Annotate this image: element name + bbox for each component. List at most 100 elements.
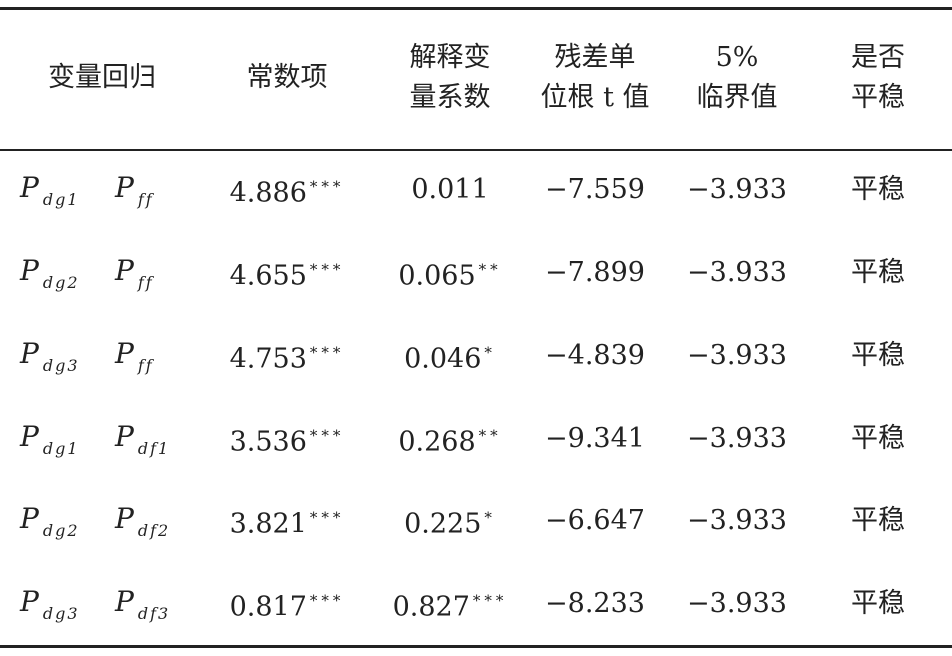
residual-t-cell: −8.233 <box>545 588 645 619</box>
variable-base: P <box>115 502 134 535</box>
stationary-cell: 平稳 <box>851 423 905 454</box>
constant-value: 3.821 <box>229 508 307 540</box>
stationary-cell: 平稳 <box>851 588 905 619</box>
constant-value: 0.817 <box>229 591 307 623</box>
coefficient-value: 0.827 <box>392 591 470 623</box>
variable-subscript: df2 <box>137 521 171 540</box>
significance-stars: * <box>484 508 496 527</box>
constant-cell: 0.817 *** <box>230 581 345 628</box>
variable-base: P <box>115 420 134 453</box>
significance-stars: * <box>484 343 496 362</box>
variable-subscript: df3 <box>137 604 171 623</box>
constant-value: 3.536 <box>229 426 307 458</box>
stationary-cell: 平稳 <box>851 174 905 205</box>
stationary-cell: 平稳 <box>851 340 905 371</box>
coefficient-value: 0.065 <box>398 260 476 292</box>
stationary-cell: 平稳 <box>851 505 905 536</box>
header-cell: 残差单位根 t 值 <box>540 38 649 118</box>
variable-subscript: dg2 <box>42 521 80 540</box>
header-line: 常数项 <box>246 62 328 93</box>
top-rule <box>0 7 952 10</box>
variable-base: P <box>115 585 134 618</box>
variable-subscript: dg2 <box>42 273 80 292</box>
header-line: 平稳 <box>851 82 905 113</box>
coefficient-cell: 0.046 * <box>404 333 496 380</box>
header-line: 5% <box>715 42 759 73</box>
header-line: 临界值 <box>696 82 778 113</box>
variable-base: P <box>20 337 39 370</box>
critical-cell: −3.933 <box>687 588 787 619</box>
header-line: 位根 t 值 <box>540 82 650 113</box>
significance-stars: ** <box>478 260 502 279</box>
variable-subscript: df1 <box>137 439 171 458</box>
header-cell: 常数项 <box>247 58 328 98</box>
significance-stars: *** <box>309 508 345 527</box>
constant-cell: 4.655 *** <box>230 250 345 297</box>
header-cell: 变量回归 <box>48 58 156 98</box>
header-line: 变量回归 <box>48 62 156 93</box>
constant-value: 4.753 <box>229 343 307 375</box>
constant-cell: 4.753 *** <box>230 333 345 380</box>
variable-base: P <box>115 171 134 204</box>
critical-cell: −3.933 <box>687 505 787 536</box>
residual-t-cell: −7.899 <box>545 257 645 288</box>
critical-cell: −3.933 <box>687 423 787 454</box>
significance-stars: *** <box>309 343 345 362</box>
residual-t-cell: −7.559 <box>545 174 645 205</box>
residual-t-cell: −9.341 <box>545 423 645 454</box>
critical-cell: −3.933 <box>687 340 787 371</box>
constant-cell: 3.821 *** <box>230 498 345 545</box>
header-cell: 5% 临界值 <box>697 38 778 118</box>
variable-subscript: dg3 <box>42 604 80 623</box>
variable-base: P <box>20 254 39 287</box>
variable-base: P <box>115 254 134 287</box>
coefficient-value: 0.011 <box>411 174 489 205</box>
variable-base: P <box>115 337 134 370</box>
significance-stars: ** <box>478 426 502 445</box>
coefficient-cell: 0.011 <box>411 170 488 210</box>
constant-cell: 3.536 *** <box>230 416 345 463</box>
coefficient-cell: 0.225 * <box>404 498 496 545</box>
header-line: 解释变 <box>409 42 491 73</box>
header-line: 残差单 <box>554 42 636 73</box>
coefficient-cell: 0.268 ** <box>398 416 501 463</box>
critical-cell: −3.933 <box>687 174 787 205</box>
constant-value: 4.886 <box>229 177 307 209</box>
variable-base: P <box>20 502 39 535</box>
coefficient-value: 0.225 <box>404 508 482 540</box>
variable-base: P <box>20 420 39 453</box>
variable-subscript: ff <box>137 190 154 209</box>
variable-base: P <box>20 171 39 204</box>
header-cell: 是否 平稳 <box>851 38 905 118</box>
variable-subscript: dg1 <box>42 190 80 209</box>
header-line: 量系数 <box>409 82 491 113</box>
coefficient-cell: 0.827 *** <box>393 581 508 628</box>
constant-cell: 4.886 *** <box>230 167 345 214</box>
variable-subscript: ff <box>137 273 154 292</box>
bottom-rule <box>0 645 952 648</box>
significance-stars: *** <box>309 426 345 445</box>
significance-stars: *** <box>309 260 345 279</box>
residual-t-cell: −6.647 <box>545 505 645 536</box>
variable-subscript: dg3 <box>42 356 80 375</box>
significance-stars: *** <box>472 591 508 610</box>
header-line: 是否 <box>851 42 905 73</box>
header-rule <box>0 149 952 151</box>
stationary-cell: 平稳 <box>851 257 905 288</box>
header-cell: 解释变 量系数 <box>410 38 491 118</box>
critical-cell: −3.933 <box>687 257 787 288</box>
coefficient-value: 0.046 <box>404 343 482 375</box>
